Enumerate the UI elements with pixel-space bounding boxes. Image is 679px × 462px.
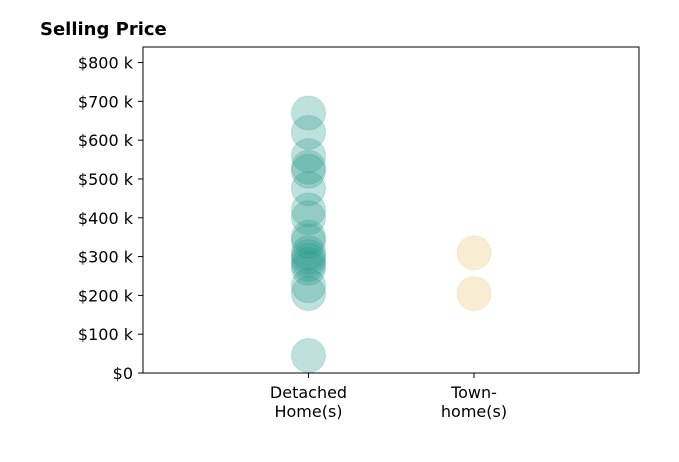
y-tick-label: $200 k [78,286,134,305]
data-point [291,149,326,185]
data-point [291,246,326,282]
data-point [291,192,326,228]
y-tick-label: $700 k [78,92,134,111]
data-point [291,235,326,271]
y-tick-label: $0 [113,364,133,383]
x-axis: Detached Home(s) Town-home(s) [270,373,507,421]
data-point [291,200,326,236]
data-point [291,338,326,374]
data-point [291,239,326,275]
data-point [291,153,326,189]
y-axis: $0 $100 k $200 k $300 k $400 k $500 k $600 k $7… [78,54,143,383]
data-point [291,223,326,259]
chart-title: Selling Price [40,19,167,40]
data-point [291,138,326,174]
data-point [291,242,326,278]
x-tick-label: Detached Home(s) [270,383,347,421]
y-tick-label: $600 k [78,131,134,150]
data-point [456,275,492,311]
data-point [456,235,492,271]
data-point [291,171,326,207]
data-points [291,95,492,374]
plot-frame [142,46,640,374]
x-tick-label: Town-home(s) [441,383,507,421]
y-tick-label: $400 k [78,209,134,228]
data-point [291,250,326,286]
data-point [291,95,326,131]
data-point [291,275,326,311]
data-point [291,268,326,304]
y-tick-label: $100 k [78,325,134,344]
y-tick-label: $800 k [78,54,134,73]
y-tick-label: $300 k [78,248,134,267]
data-point [291,219,326,255]
y-tick-label: $500 k [78,170,134,189]
data-point [291,114,326,150]
